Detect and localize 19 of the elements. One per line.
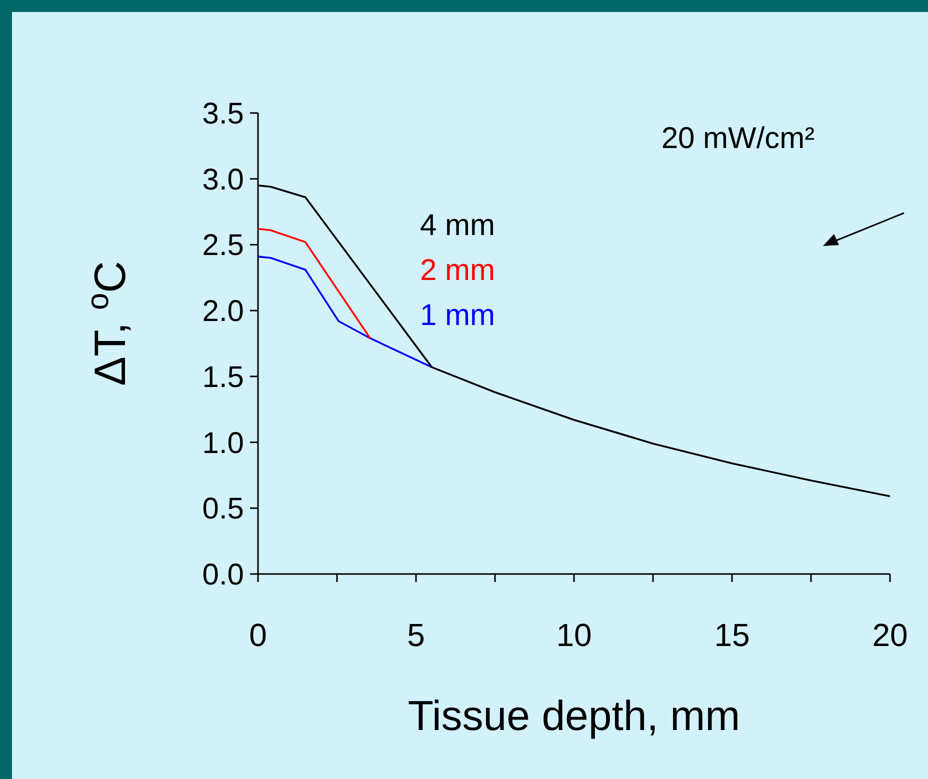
y-tick-label: 1.5 [202,360,244,394]
y-tick-label: 0.5 [202,492,244,526]
text: 4 mm [420,209,495,242]
y-tick-label: 1.0 [202,426,244,460]
x-tick-label: 0 [249,617,267,653]
y-tick-label: 0.0 [202,558,244,592]
y-tick-label: 2.0 [202,295,244,328]
x-axis-title: Tissue depth, mm [408,692,740,739]
x-tick-label: 20 [872,617,908,653]
y-tick-label: 3.5 [202,98,244,130]
y-tick-label: 3.0 [202,163,244,196]
x-tick-label: 10 [556,617,592,653]
line-series [257,228,372,340]
series-label: 1 mm [420,299,495,332]
x-tick-label: 15 [714,617,750,653]
y-tick-label: 2.5 [202,229,244,262]
text: 2 mm [420,254,495,287]
annotation: 20 mW/cm² [661,122,815,155]
x-tick-label: 5 [407,617,425,653]
